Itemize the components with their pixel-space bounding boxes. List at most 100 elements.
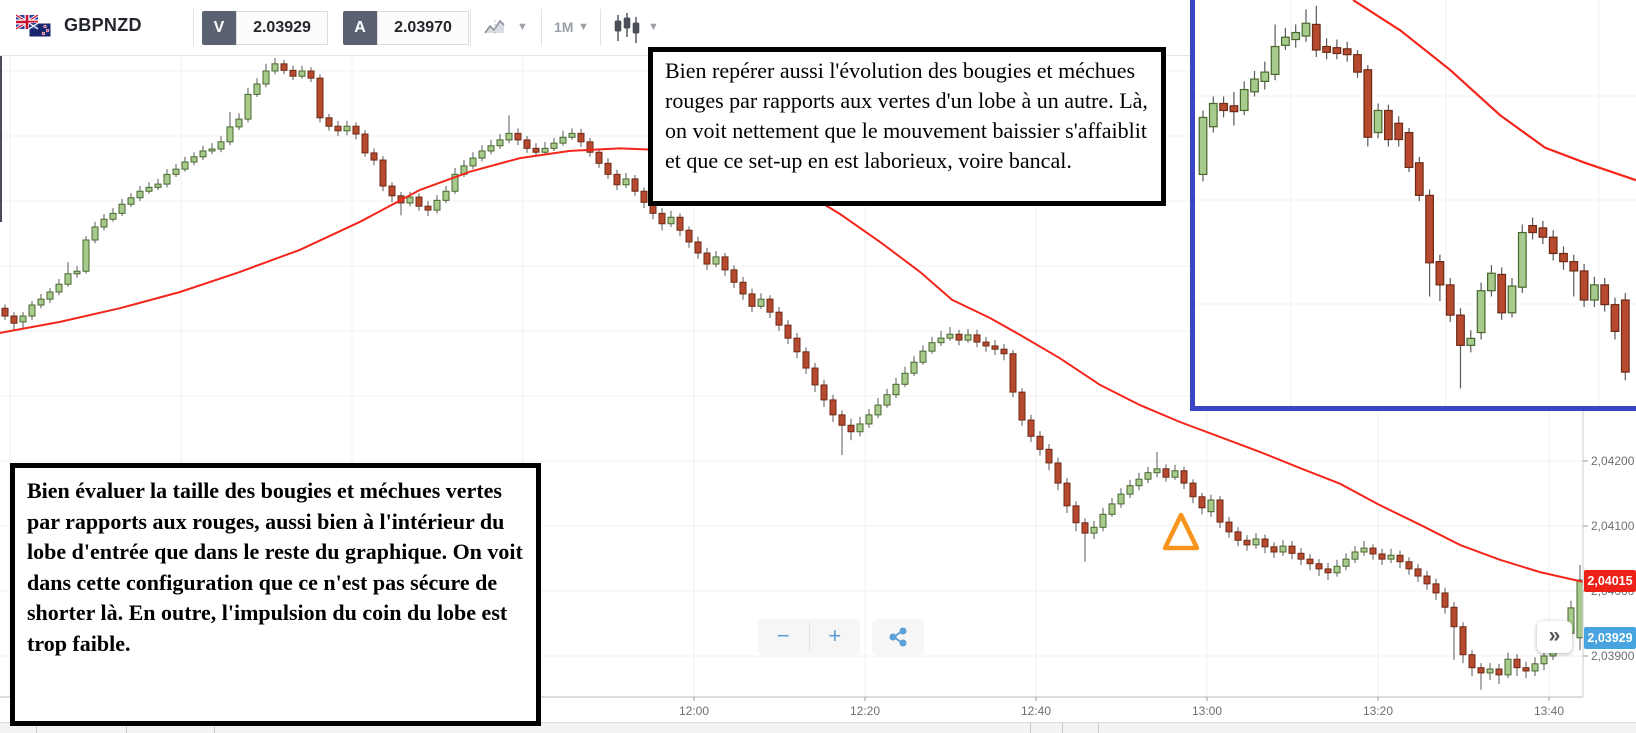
candle-body (919, 350, 927, 363)
chevron-down-icon[interactable]: ▼ (578, 21, 589, 33)
share-button[interactable] (872, 619, 924, 655)
candle-body (451, 173, 459, 192)
candle-body (1270, 45, 1280, 76)
candle-body (1579, 270, 1589, 301)
candle-body (523, 139, 531, 149)
candle-body (415, 196, 423, 207)
candle-body (631, 178, 639, 192)
candle-body (505, 132, 513, 141)
candle-body (1280, 36, 1290, 46)
candle-body (1373, 109, 1383, 134)
candle-body (802, 351, 810, 369)
candle-body (109, 212, 117, 220)
candle-body (1234, 531, 1242, 541)
candle-body (127, 197, 135, 205)
buy-price-value[interactable]: 2.03970 (377, 11, 469, 45)
candle-body (1135, 478, 1143, 487)
candle-body (1425, 194, 1435, 264)
inset-background (1195, 0, 1636, 406)
scrollbar-tick (1062, 723, 1063, 733)
candle-body (370, 152, 378, 161)
candle-body (1288, 545, 1296, 554)
candle-body (1468, 654, 1476, 669)
candle-body (1198, 116, 1208, 176)
candle-body (559, 136, 567, 144)
candle-body (262, 70, 270, 85)
scrollbar-tick (214, 723, 215, 733)
candle-body (190, 156, 198, 163)
candle-body (874, 404, 882, 416)
candle-body (307, 70, 315, 79)
candle-body (1589, 284, 1599, 301)
candle-body (1414, 162, 1424, 196)
candle-body (1117, 493, 1125, 505)
sell-button[interactable]: V (202, 11, 236, 45)
zoom-out-button[interactable]: − (776, 623, 790, 648)
candle-body (1090, 526, 1098, 534)
candle-body (757, 298, 765, 307)
candle-body (64, 273, 72, 285)
buy-button[interactable]: A (343, 11, 377, 45)
candle-body (883, 394, 891, 406)
candle-body (1363, 69, 1373, 138)
candle-body (1445, 284, 1455, 316)
zoom-in-button[interactable]: + (828, 623, 842, 648)
scrollbar-tick (126, 723, 127, 733)
scrollbar-tick (36, 723, 37, 733)
candle-body (532, 147, 540, 153)
candlestick-style-icon[interactable] (613, 13, 643, 43)
candle-body (325, 117, 333, 127)
candle-body (1531, 663, 1539, 672)
candle-body (1486, 272, 1496, 292)
candle-body (379, 159, 387, 187)
candle-body (1291, 31, 1301, 41)
candle-body (1279, 545, 1287, 553)
candle-body (622, 178, 630, 186)
candle-body (1522, 667, 1530, 672)
candle-body (1045, 448, 1053, 464)
candle-body (1476, 290, 1486, 334)
candle-body (1315, 563, 1323, 570)
candle-body (937, 337, 945, 344)
timeframe-selector[interactable]: 1M (554, 19, 574, 35)
candle-body (586, 141, 594, 153)
chart-type-icon[interactable] (484, 18, 510, 38)
candle-body (676, 216, 684, 231)
candle-body (469, 157, 477, 167)
candle-body (1441, 592, 1449, 608)
chevron-down-icon[interactable]: ▼ (517, 21, 528, 33)
candle-body (424, 205, 432, 211)
candle-body (442, 190, 450, 201)
scrollbar-tick (1030, 723, 1031, 733)
candle-body (163, 173, 171, 185)
sell-price-value[interactable]: 2.03929 (236, 11, 328, 45)
candle-body (19, 315, 27, 323)
triangle-marker-icon (1162, 512, 1200, 551)
candle-body (154, 183, 162, 188)
candle-body (1198, 496, 1206, 509)
candle-body (1108, 503, 1116, 515)
candle-body (1513, 658, 1521, 669)
time-tick-label: 12:00 (679, 704, 709, 718)
candle-body (343, 125, 351, 132)
candle-body (955, 333, 963, 341)
candle-body (1459, 626, 1467, 656)
candle-body (1332, 47, 1342, 55)
chart-scrollbar-strip[interactable] (0, 722, 1636, 733)
candle-body (28, 304, 36, 317)
candle-body (658, 212, 666, 225)
chevron-down-icon[interactable]: ▼ (648, 21, 659, 33)
candle-body (1435, 261, 1445, 286)
candle-body (1369, 547, 1377, 555)
candle-body (334, 125, 342, 132)
collapse-panel-button[interactable]: » (1537, 621, 1572, 653)
candle-body (289, 69, 297, 77)
candle-body (1477, 667, 1485, 674)
candle-body (865, 414, 873, 425)
candle-body (1072, 505, 1080, 524)
candle-body (1153, 468, 1161, 474)
candle-body (1600, 284, 1610, 306)
candle-body (235, 118, 243, 128)
candle-body (1497, 273, 1507, 314)
moving-average-line (0, 147, 1584, 583)
